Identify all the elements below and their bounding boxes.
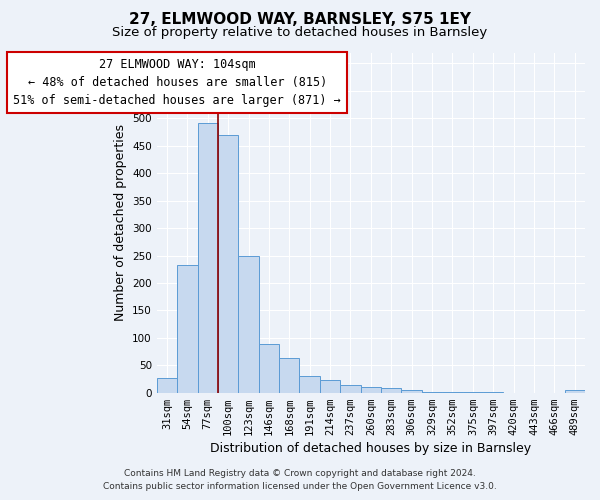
X-axis label: Distribution of detached houses by size in Barnsley: Distribution of detached houses by size … — [211, 442, 532, 455]
Bar — [340, 385, 361, 392]
Text: Contains HM Land Registry data © Crown copyright and database right 2024.
Contai: Contains HM Land Registry data © Crown c… — [103, 470, 497, 491]
Text: Size of property relative to detached houses in Barnsley: Size of property relative to detached ho… — [112, 26, 488, 39]
Bar — [361, 386, 381, 392]
Bar — [157, 378, 177, 392]
Bar — [565, 390, 585, 392]
Bar — [401, 390, 422, 392]
Bar — [197, 122, 218, 392]
Text: 27 ELMWOOD WAY: 104sqm
← 48% of detached houses are smaller (815)
51% of semi-de: 27 ELMWOOD WAY: 104sqm ← 48% of detached… — [13, 58, 341, 107]
Bar — [299, 376, 320, 392]
Bar — [238, 256, 259, 392]
Bar — [177, 265, 197, 392]
Bar — [259, 344, 279, 393]
Text: 27, ELMWOOD WAY, BARNSLEY, S75 1EY: 27, ELMWOOD WAY, BARNSLEY, S75 1EY — [129, 12, 471, 28]
Bar — [381, 388, 401, 392]
Bar — [279, 358, 299, 392]
Bar — [218, 135, 238, 392]
Y-axis label: Number of detached properties: Number of detached properties — [113, 124, 127, 321]
Bar — [320, 380, 340, 392]
